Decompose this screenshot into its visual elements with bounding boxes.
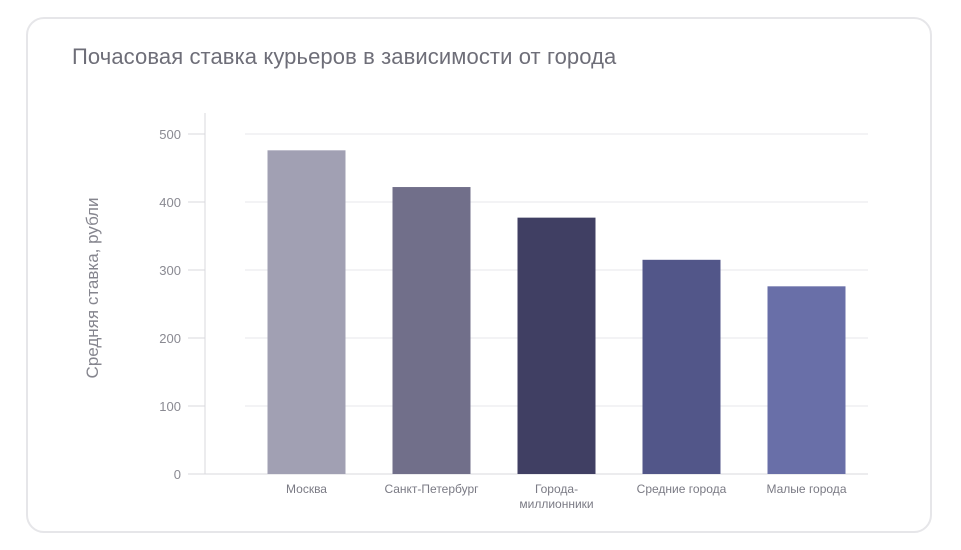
y-tick-label: 100	[159, 399, 181, 414]
x-tick-label: Средние города	[637, 482, 727, 496]
bar	[392, 187, 471, 475]
y-tick-label: 0	[174, 467, 181, 482]
bar	[267, 150, 346, 474]
chart-title: Почасовая ставка курьеров в зависимости …	[72, 44, 617, 69]
bar	[517, 217, 596, 474]
x-tick-label: Малые города	[767, 482, 847, 496]
x-tick-label: Москва	[286, 482, 327, 496]
x-tick-label: Города-	[535, 482, 578, 496]
bar	[767, 286, 846, 474]
y-tick-label: 300	[159, 263, 181, 278]
y-tick-label: 400	[159, 195, 181, 210]
y-tick-label: 500	[159, 127, 181, 142]
labels: 0 100 200 300 400 500 Москва Санкт-Петербург Гор…	[159, 127, 847, 511]
x-tick-label: Санкт-Петербург	[384, 482, 479, 496]
y-tick-label: 200	[159, 331, 181, 346]
x-tick-label: миллионники	[519, 497, 593, 511]
bar	[642, 259, 721, 474]
y-axis-title: Средняя ставка, рубли	[83, 198, 102, 379]
bars	[267, 150, 846, 475]
